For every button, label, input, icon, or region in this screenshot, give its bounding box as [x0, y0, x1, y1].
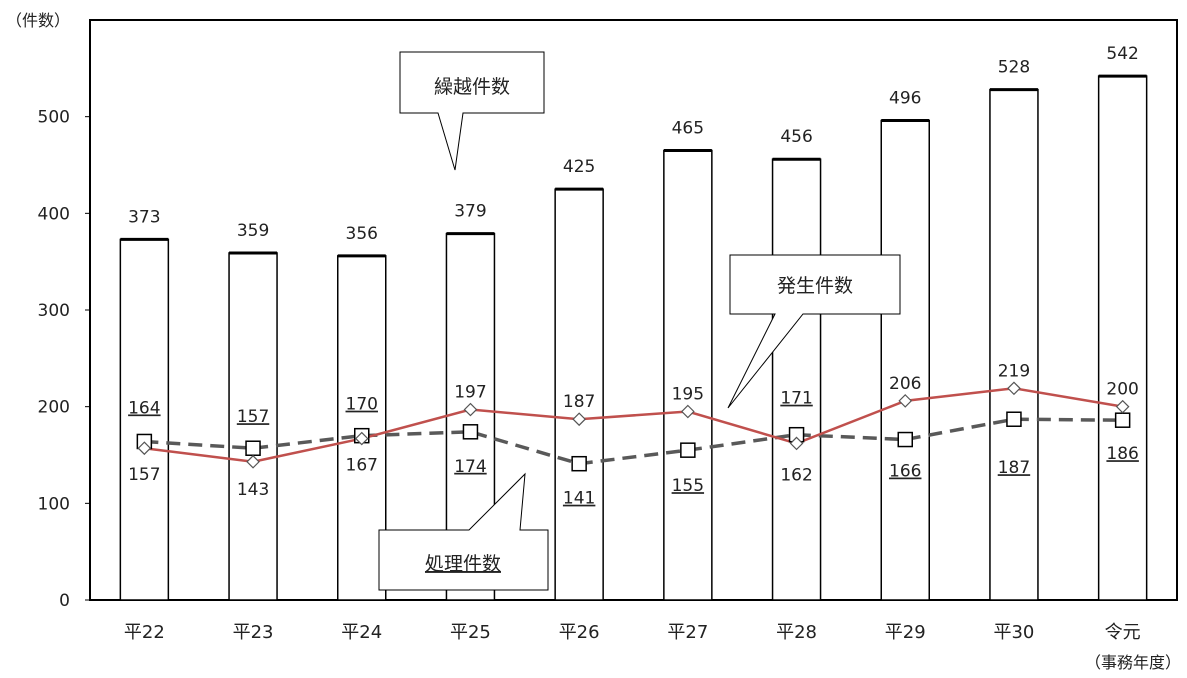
callout-occurrence-text: 発生件数 — [777, 275, 853, 297]
y-tick-label: 200 — [38, 398, 70, 418]
occurrence-value-label: 197 — [454, 383, 486, 403]
processed-value-label: 170 — [346, 395, 378, 415]
processed-value-label: 186 — [1106, 444, 1138, 464]
x-tick-label: 平22 — [124, 622, 165, 643]
bar-value-label: 456 — [780, 127, 812, 147]
occurrence-value-label: 167 — [346, 456, 378, 476]
callout-processed-text: 処理件数 — [425, 553, 501, 575]
callout-carryover: 繰越件数 — [399, 51, 545, 171]
x-tick-label: 平23 — [233, 622, 274, 643]
occurrence-value-label: 200 — [1106, 380, 1138, 400]
processed-marker — [462, 424, 479, 440]
processed-value-label: 164 — [128, 398, 160, 418]
x-axis-title: （事務年度） — [1085, 653, 1181, 672]
x-tick-label: 平29 — [885, 622, 926, 643]
bar-value-label: 465 — [672, 119, 704, 139]
y-tick-label: 0 — [59, 591, 70, 611]
occurrence-marker — [572, 412, 586, 427]
y-tick-label: 500 — [38, 108, 70, 128]
y-tick-label: 300 — [38, 301, 70, 321]
bar — [1097, 75, 1148, 601]
occurrence-marker — [354, 431, 369, 446]
occurrence-line — [144, 387, 1123, 464]
processed-marker — [680, 442, 696, 458]
occurrence-marker — [137, 441, 152, 456]
occurrence-value-label: 157 — [128, 465, 160, 485]
x-tick-label: 令元 — [1105, 622, 1141, 643]
processed-value-label: 157 — [237, 407, 269, 427]
axes-layer: 0 100 200 300 400 500 平22 平23 平24 平25 平26 平27 平28 平29… — [38, 108, 1141, 643]
occurrence-marker — [1007, 381, 1021, 396]
x-tick-label: 平25 — [450, 622, 491, 643]
processed-line — [144, 417, 1123, 466]
occurrence-value-label: 162 — [780, 465, 812, 485]
occurrence-marker — [898, 394, 913, 408]
bar — [771, 158, 822, 601]
x-tick-label: 平26 — [559, 622, 600, 643]
y-axis-title: （件数） — [6, 11, 70, 30]
occurrence-value-label: 143 — [237, 480, 269, 500]
processed-value-label: 155 — [672, 476, 704, 496]
bar-value-label: 359 — [237, 221, 269, 241]
occurrence-value-label: 219 — [998, 361, 1030, 381]
x-tick-label: 平30 — [993, 622, 1034, 643]
bar — [554, 188, 604, 601]
bars-layer — [119, 74, 1148, 601]
processed-marker — [1006, 411, 1022, 427]
y-tick-label: 100 — [38, 494, 70, 514]
processed-value-label: 141 — [563, 489, 595, 509]
occurrence-value-label: 206 — [889, 374, 921, 394]
occurrence-marker — [681, 404, 695, 419]
occurrence-value-label: 195 — [672, 385, 704, 405]
processed-marker — [897, 431, 913, 448]
occurrence-marker — [789, 436, 804, 451]
x-tick-label: 平28 — [776, 622, 817, 643]
y-tick-label: 400 — [38, 204, 70, 224]
processed-value-label: 187 — [998, 458, 1030, 478]
bar — [663, 149, 713, 601]
x-tick-label: 平27 — [667, 622, 708, 643]
occurrence-value-label: 187 — [563, 392, 595, 412]
bar-value-label: 496 — [889, 89, 921, 109]
lines-layer — [136, 381, 1131, 472]
bar — [119, 238, 170, 601]
bar-value-label: 356 — [346, 224, 378, 244]
processed-value-label: 171 — [780, 389, 812, 409]
processed-marker — [571, 455, 587, 472]
processed-value-label: 174 — [454, 457, 486, 477]
occurrence-marker — [1115, 399, 1130, 414]
bar-value-label: 528 — [998, 58, 1030, 78]
callout-carryover-text: 繰越件数 — [434, 76, 510, 98]
bar — [880, 119, 930, 601]
processed-marker — [245, 440, 261, 456]
x-tick-label: 平24 — [341, 622, 382, 643]
processed-marker — [1114, 412, 1131, 428]
occurrence-marker — [463, 402, 478, 417]
bar-value-label: 542 — [1106, 44, 1138, 64]
bar — [228, 252, 278, 601]
callout-processed: 処理件数 — [378, 472, 549, 591]
processed-value-label: 166 — [889, 462, 921, 482]
bar-value-label: 379 — [454, 202, 486, 222]
callout-occurrence: 発生件数 — [727, 254, 901, 409]
bar-value-label: 373 — [128, 207, 160, 227]
occurrence-marker — [246, 454, 260, 469]
bar-value-label: 425 — [563, 157, 595, 177]
labels-layer: 373 359 356 379 425 465 456 496 528 542 157 143 167 1… — [128, 44, 1139, 509]
bar — [989, 88, 1039, 601]
